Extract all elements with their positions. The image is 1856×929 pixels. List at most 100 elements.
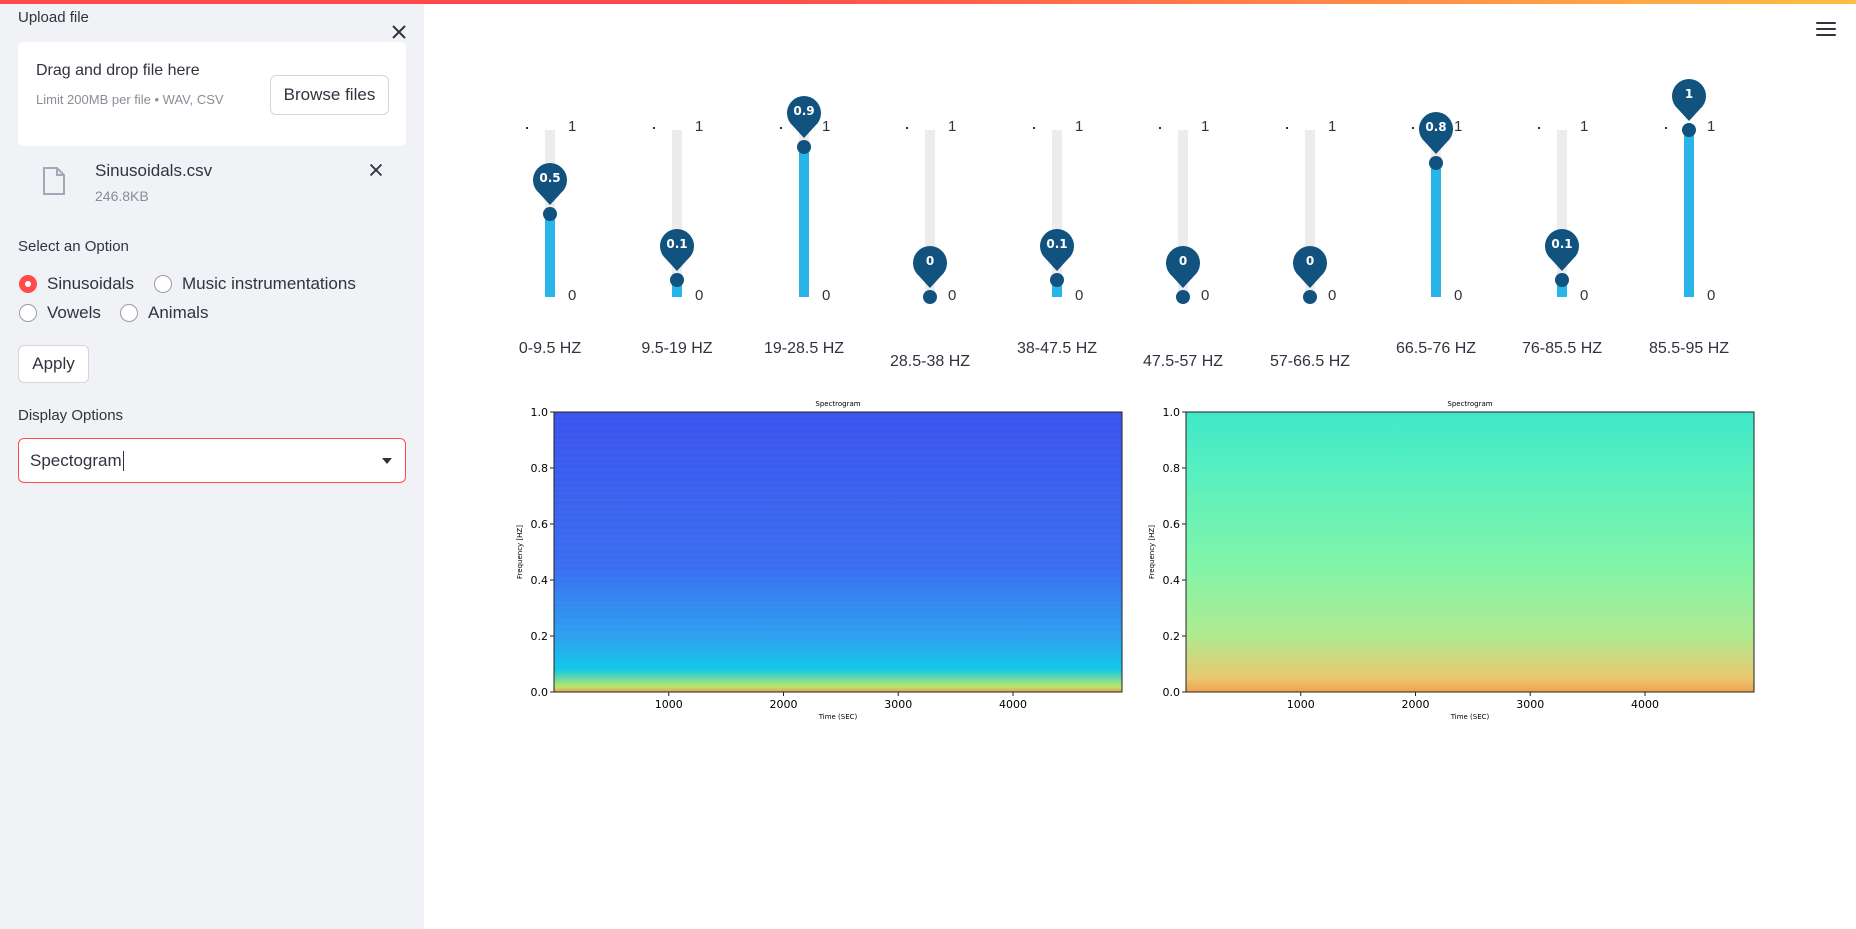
slider-min-label: 0 xyxy=(822,287,831,304)
slider-handle[interactable] xyxy=(543,206,557,221)
select-value: Spectogram xyxy=(30,451,122,470)
slider-value-pin: 1 xyxy=(1670,78,1708,122)
y-tick-label: 0.2 xyxy=(1163,630,1181,643)
slider-handle[interactable] xyxy=(1176,290,1190,304)
slider-value-text: 0.9 xyxy=(793,103,815,118)
radio-music-instrumentations[interactable]: Music instrumentations xyxy=(154,274,356,294)
slider-value-pin: 0.1 xyxy=(1543,228,1581,272)
slider-top-marker xyxy=(653,127,655,129)
remove-file-icon[interactable] xyxy=(366,160,386,180)
slider-min-label: 0 xyxy=(1201,287,1210,304)
y-tick-label: 0.8 xyxy=(531,462,549,475)
slider-handle[interactable] xyxy=(1555,273,1569,288)
slider-track[interactable] xyxy=(925,130,935,297)
slider-handle[interactable] xyxy=(923,290,937,304)
band-label: 28.5-38 HZ xyxy=(889,353,971,370)
band-label: 85.5-95 HZ xyxy=(1648,340,1730,357)
slider-fill xyxy=(1557,280,1567,297)
band-label: 66.5-76 HZ xyxy=(1395,340,1477,357)
hamburger-menu-icon[interactable] xyxy=(1816,22,1836,38)
slider-handle[interactable] xyxy=(797,139,811,154)
band-label: 38-47.5 HZ xyxy=(1016,340,1098,357)
band-slider[interactable]: 0 1 0 57-66.5 HZ xyxy=(1270,0,1350,380)
slider-max-label: 1 xyxy=(1075,118,1084,135)
slider-min-label: 0 xyxy=(1328,287,1337,304)
slider-track[interactable] xyxy=(1305,130,1315,297)
y-axis-label: Frequency [HZ] xyxy=(1148,525,1156,579)
slider-max-label: 1 xyxy=(1454,118,1463,135)
y-tick-label: 0.4 xyxy=(1163,574,1181,587)
slider-value-pin: 0 xyxy=(1291,245,1329,289)
slider-fill xyxy=(1431,163,1441,297)
slider-fill xyxy=(1052,280,1062,297)
slider-min-label: 0 xyxy=(568,287,577,304)
slider-fill xyxy=(545,213,555,297)
x-tick-label: 1000 xyxy=(655,698,683,711)
radio-label: Vowels xyxy=(47,303,101,322)
band-slider[interactable]: 0.1 1 0 9.5-19 HZ xyxy=(641,0,712,380)
slider-top-marker xyxy=(1033,127,1035,129)
file-dropzone[interactable]: Drag and drop file here Limit 200MB per … xyxy=(18,42,406,146)
band-slider[interactable]: 0 1 0 47.5-57 HZ xyxy=(1143,0,1223,380)
slider-value-pin: 0 xyxy=(911,245,949,289)
band-slider[interactable]: 0.1 1 0 76-85.5 HZ xyxy=(1522,0,1602,380)
slider-track[interactable] xyxy=(1557,130,1567,297)
band-slider[interactable]: 0.8 1 0 66.5-76 HZ xyxy=(1396,0,1476,380)
slider-fill xyxy=(672,280,682,297)
file-icon xyxy=(42,166,66,196)
slider-max-label: 1 xyxy=(822,118,831,135)
band-slider[interactable]: 1 1 0 85.5-95 HZ xyxy=(1649,0,1729,380)
slider-min-label: 0 xyxy=(948,287,957,304)
slider-top-marker xyxy=(526,127,528,129)
slider-max-label: 1 xyxy=(1707,118,1716,135)
x-tick-label: 1000 xyxy=(1287,698,1315,711)
slider-handle[interactable] xyxy=(1303,290,1317,304)
radio-sinusoidals[interactable]: Sinusoidals xyxy=(19,274,134,294)
x-tick-label: 2000 xyxy=(769,698,797,711)
apply-button[interactable]: Apply xyxy=(18,345,89,383)
slider-handle[interactable] xyxy=(1050,273,1064,288)
slider-top-marker xyxy=(1159,127,1161,129)
slider-value-pin: 0 xyxy=(1164,245,1202,289)
slider-value-text: 0.1 xyxy=(666,237,688,252)
slider-top-marker xyxy=(1665,127,1667,129)
slider-track[interactable] xyxy=(1178,130,1188,297)
band-slider[interactable]: 0 1 0 28.5-38 HZ xyxy=(890,0,970,380)
slider-handle[interactable] xyxy=(670,273,684,288)
y-tick-label: 1.0 xyxy=(531,406,549,419)
radio-label: Animals xyxy=(148,303,209,322)
radio-animals[interactable]: Animals xyxy=(120,303,208,323)
band-label: 57-66.5 HZ xyxy=(1269,353,1351,370)
slider-track[interactable] xyxy=(1052,130,1062,297)
slider-value-text: 0 xyxy=(925,254,935,268)
browse-files-button[interactable]: Browse files xyxy=(270,75,389,115)
x-tick-label: 4000 xyxy=(1631,698,1659,711)
radio-vowels[interactable]: Vowels xyxy=(19,303,101,323)
slider-max-label: 1 xyxy=(1201,118,1210,135)
band-label: 0-9.5 HZ xyxy=(518,340,582,357)
slider-min-label: 0 xyxy=(1454,287,1463,304)
slider-min-label: 0 xyxy=(1075,287,1084,304)
display-options-label: Display Options xyxy=(18,407,124,424)
slider-max-label: 1 xyxy=(1328,118,1337,135)
slider-track[interactable] xyxy=(672,130,682,297)
slider-top-marker xyxy=(1286,127,1288,129)
slider-min-label: 0 xyxy=(1707,287,1716,304)
top-decoration-bar xyxy=(0,0,1856,4)
select-option-label: Select an Option xyxy=(18,238,129,255)
band-slider[interactable]: 0.9 1 0 19-28.5 HZ xyxy=(764,0,844,380)
slider-handle[interactable] xyxy=(1429,156,1443,171)
band-label: 9.5-19 HZ xyxy=(641,340,713,357)
band-slider[interactable]: 0.5 1 0 0-9.5 HZ xyxy=(518,0,582,380)
spectrogram-chart: Spectrogram 0.0 0.2 0.4 0.6 0.8 1.0 1000 2000 300… xyxy=(1148,400,1755,721)
slider-max-label: 1 xyxy=(695,118,704,135)
close-sidebar-icon[interactable] xyxy=(388,21,410,43)
band-slider[interactable]: 0.1 1 0 38-47.5 HZ xyxy=(1017,0,1097,380)
x-tick-label: 3000 xyxy=(884,698,912,711)
x-tick-label: 3000 xyxy=(1516,698,1544,711)
slider-value-text: 1 xyxy=(1684,87,1694,101)
slider-value-text: 0 xyxy=(1178,254,1188,268)
display-options-select[interactable]: Spectogram xyxy=(18,438,406,483)
slider-value-pin: 0.5 xyxy=(531,162,569,206)
slider-handle[interactable] xyxy=(1682,123,1696,137)
